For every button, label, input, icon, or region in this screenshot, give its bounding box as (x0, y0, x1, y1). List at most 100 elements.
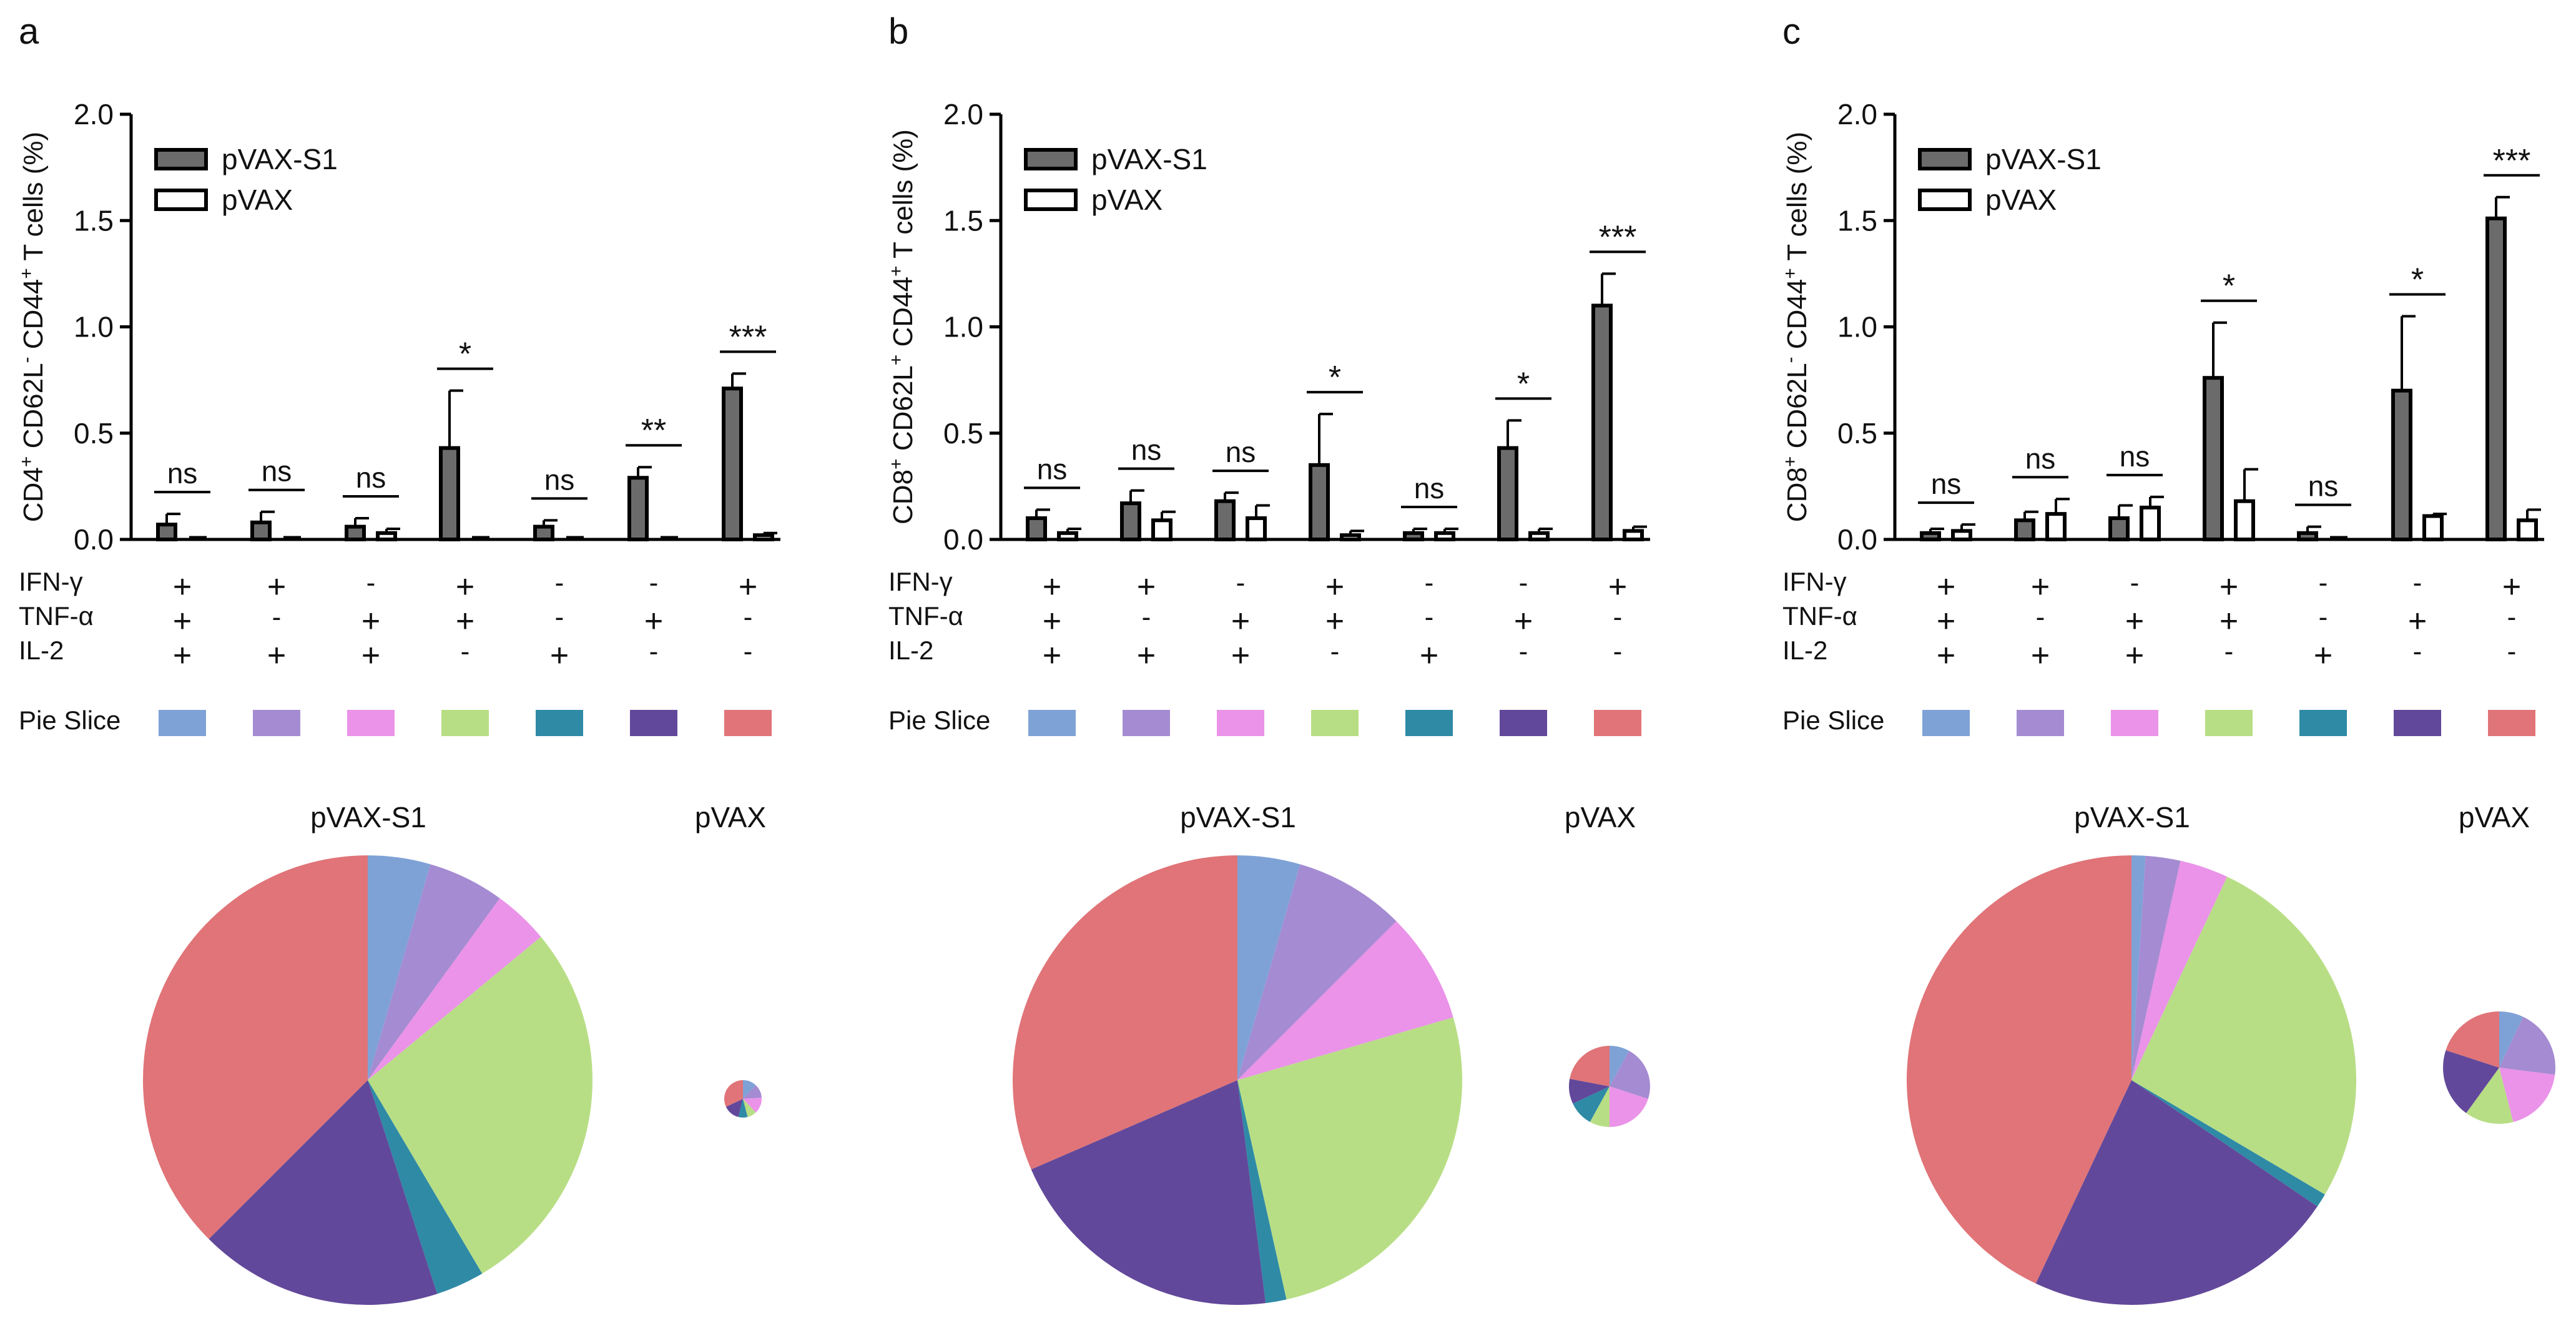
bar-pvax (1151, 518, 1172, 541)
significance-label: *** (2493, 143, 2531, 179)
legend-swatch-filled (1024, 148, 1078, 170)
pie-main-slice (2131, 1080, 2325, 1207)
y-label-superscript: + (16, 456, 37, 468)
pie-slice-label: Pie Slice (19, 706, 120, 735)
cytokine-symbol: + (1325, 603, 1344, 639)
pie-small-slice (1573, 1086, 1610, 1122)
significance-label: ns (1931, 468, 1962, 500)
bar-pvax-s1 (439, 446, 460, 542)
cytokine-symbol: + (2125, 603, 2144, 639)
pie-slice-swatch (724, 710, 772, 736)
pie-main-slice (2131, 877, 2356, 1195)
pie-small-slice (1590, 1086, 1610, 1127)
pie-main-slice (368, 864, 500, 1080)
bar-pvax-s1 (1214, 499, 1236, 542)
cytokine-symbol: - (2507, 636, 2517, 667)
y-label-part: CD44 (888, 277, 918, 355)
significance-label: * (459, 337, 471, 373)
y-label-part: CD62L (888, 365, 918, 458)
significance-label: *** (729, 319, 767, 355)
pie-small-slice (743, 1080, 756, 1099)
cytokine-symbol: + (1325, 569, 1344, 605)
legend-swatch-filled (154, 148, 208, 170)
pie-main-slice (142, 855, 368, 1239)
cytokine-symbol: + (644, 603, 663, 639)
pie-slice-swatch (1500, 710, 1547, 736)
bar-pvax-s1 (1403, 531, 1424, 541)
legend-label: pVAX (1091, 184, 1163, 216)
pie-slice-swatch (2299, 710, 2347, 736)
y-tick-label: 1.5 (1837, 204, 1877, 237)
cytokine-symbol: + (1137, 569, 1156, 605)
cytokine-symbol: - (366, 568, 376, 598)
pie-small-slice (2499, 1068, 2555, 1123)
y-tick-label: 0.5 (74, 417, 114, 450)
y-label-part: CD44 (1782, 279, 1812, 357)
panel-letter: c (1782, 11, 1801, 52)
cytokine-symbol: - (1330, 636, 1340, 667)
row-label: TNF-α (1782, 601, 1857, 631)
bar-pvax-s1 (345, 524, 366, 542)
pie-slice-swatch (1594, 710, 1641, 736)
pie-title: pVAX (2459, 801, 2530, 834)
bar-pvax-s1 (250, 520, 272, 542)
pie-small-slice (1570, 1046, 1610, 1086)
bar-pvax (2517, 518, 2538, 541)
y-tick-label: 2.0 (1837, 98, 1877, 130)
pie-slice-swatch (2205, 710, 2253, 736)
row-label: IL-2 (19, 636, 64, 665)
pie-main-slice (1237, 855, 1300, 1080)
pie-slice-label: Pie Slice (1782, 706, 1884, 735)
y-tick-label: 1.0 (943, 311, 983, 343)
pie-slice-swatch (630, 710, 677, 736)
pie-slice-swatch (2017, 710, 2064, 736)
cytokine-symbol: + (1043, 637, 1061, 674)
y-tick-label: 1.0 (74, 311, 114, 343)
y-label-part: CD62L (1782, 363, 1812, 456)
cytokine-symbol: - (1425, 568, 1434, 598)
pie-small-slice (743, 1098, 762, 1113)
significance-label: * (1329, 360, 1341, 396)
cytokine-symbol: - (649, 636, 659, 667)
pie-slice-swatch (159, 710, 206, 736)
pie-main-slice (368, 937, 592, 1274)
cytokine-symbol: + (1420, 637, 1438, 674)
cytokine-symbol: + (2031, 569, 2050, 605)
cytokine-symbol: + (173, 569, 192, 605)
pie-main-slice (368, 1080, 483, 1294)
y-label-superscript: + (1780, 268, 1801, 279)
bar-pvax-s1 (1120, 501, 1141, 541)
bar-pvax-s1 (1497, 446, 1518, 542)
y-label-superscript: + (1780, 456, 1801, 468)
pie-main-slice (1237, 1017, 1462, 1300)
pie-main-slice (2131, 855, 2181, 1080)
pie-small-slice (724, 1080, 743, 1107)
y-label-part: CD8 (1782, 467, 1812, 522)
row-label: TNF-α (888, 601, 963, 631)
cytokine-symbol: - (2319, 602, 2328, 632)
significance-label: ns (1414, 472, 1445, 504)
bar-pvax (2234, 499, 2255, 542)
significance-label: ns (1226, 436, 1256, 468)
bar-pvax (376, 531, 397, 541)
cytokine-symbol: - (1519, 636, 1528, 667)
cytokine-symbol: + (1137, 637, 1156, 674)
cytokine-symbol: - (2225, 636, 2234, 667)
cytokine-symbol: + (739, 569, 757, 605)
y-tick-label: 0.0 (1837, 523, 1877, 556)
bar-pvax-s1 (1591, 303, 1613, 541)
cytokine-symbol: + (1043, 569, 1061, 605)
cytokine-symbol: - (2130, 568, 2140, 598)
row-label: IFN-γ (888, 567, 953, 596)
bar-pvax-s1 (2014, 518, 2035, 541)
pie-slice-swatch (1028, 710, 1076, 736)
pie-main-slice (368, 855, 431, 1080)
cytokine-symbol: - (2507, 602, 2517, 632)
cytokine-symbol: + (173, 637, 192, 674)
pie-small-slice (743, 1085, 762, 1099)
cytokine-symbol: + (1937, 603, 1955, 639)
bar-pvax (1434, 531, 1455, 541)
cytokine-symbol: - (2319, 568, 2328, 598)
significance-label: ns (2308, 470, 2339, 503)
